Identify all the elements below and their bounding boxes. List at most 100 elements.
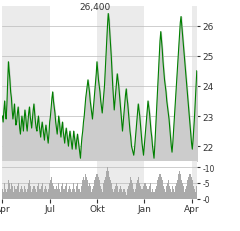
Bar [146, 186, 147, 199]
Bar [60, 189, 61, 199]
Bar [130, 177, 131, 199]
Bar [104, 180, 105, 199]
Bar [179, 171, 180, 199]
Bar [16, 189, 17, 199]
Bar [182, 183, 183, 199]
Bar [26, 192, 27, 199]
Bar [50, 7, 97, 161]
Bar [190, 174, 191, 199]
Bar [138, 177, 139, 199]
Bar [186, 186, 187, 199]
Bar [184, 192, 185, 199]
Bar [98, 177, 99, 199]
Bar [2, 189, 3, 199]
Bar [161, 177, 162, 199]
Bar [81, 186, 82, 199]
Bar [17, 186, 18, 199]
Bar [148, 189, 149, 199]
Bar [139, 183, 140, 199]
Bar [183, 186, 184, 199]
Bar [89, 183, 90, 199]
Bar [152, 189, 153, 199]
Bar [54, 192, 55, 199]
Bar [43, 192, 44, 199]
Bar [52, 183, 53, 199]
Bar [117, 186, 118, 199]
Bar [103, 183, 104, 199]
Bar [107, 168, 108, 199]
Bar [86, 177, 87, 199]
Bar [27, 189, 28, 199]
Bar [143, 186, 144, 199]
Bar [30, 189, 31, 199]
Bar [57, 189, 58, 199]
Bar [92, 189, 93, 199]
Bar [24, 183, 25, 199]
Bar [172, 186, 173, 199]
Bar [94, 180, 95, 199]
Bar [191, 177, 192, 199]
Bar [12, 189, 13, 199]
Bar [127, 189, 128, 199]
Bar [158, 177, 159, 199]
Bar [90, 189, 91, 199]
Bar [132, 183, 133, 199]
Bar [105, 177, 106, 199]
Bar [4, 183, 5, 199]
Bar [77, 183, 78, 199]
Bar [162, 180, 163, 199]
Bar [133, 189, 134, 199]
Bar [68, 189, 69, 199]
Bar [166, 186, 167, 199]
Bar [11, 183, 12, 199]
Bar [106, 171, 107, 199]
Bar [157, 180, 158, 199]
Bar [163, 186, 164, 199]
Bar [91, 192, 92, 199]
Bar [22, 189, 23, 199]
Bar [9, 183, 10, 199]
Bar [144, 183, 145, 199]
Bar [144, 161, 192, 199]
Bar [160, 174, 161, 199]
Bar [53, 186, 54, 199]
Bar [65, 186, 66, 199]
Text: 26,400: 26,400 [79, 3, 110, 12]
Bar [188, 177, 189, 199]
Bar [195, 192, 196, 199]
Bar [174, 192, 175, 199]
Bar [123, 189, 124, 199]
Bar [33, 186, 34, 199]
Bar [64, 189, 65, 199]
Bar [100, 186, 101, 199]
Bar [15, 189, 16, 199]
Bar [168, 180, 169, 199]
Bar [62, 183, 63, 199]
Bar [126, 196, 127, 199]
Bar [156, 186, 157, 199]
Bar [193, 186, 194, 199]
Bar [74, 189, 75, 199]
Bar [135, 189, 136, 199]
Bar [171, 192, 172, 199]
Bar [177, 180, 178, 199]
Bar [142, 189, 143, 199]
Bar [122, 192, 123, 199]
Bar [47, 192, 48, 199]
Bar [155, 189, 156, 199]
Bar [71, 192, 72, 199]
Bar [78, 192, 79, 199]
Bar [83, 177, 84, 199]
Bar [73, 183, 74, 199]
Bar [134, 192, 135, 199]
Bar [97, 174, 98, 199]
Bar [56, 186, 57, 199]
Bar [113, 192, 114, 199]
Bar [31, 192, 32, 199]
Bar [14, 186, 15, 199]
Bar [36, 189, 37, 199]
Bar [173, 189, 174, 199]
Bar [128, 186, 129, 199]
Bar [118, 192, 119, 199]
Bar [147, 189, 148, 199]
